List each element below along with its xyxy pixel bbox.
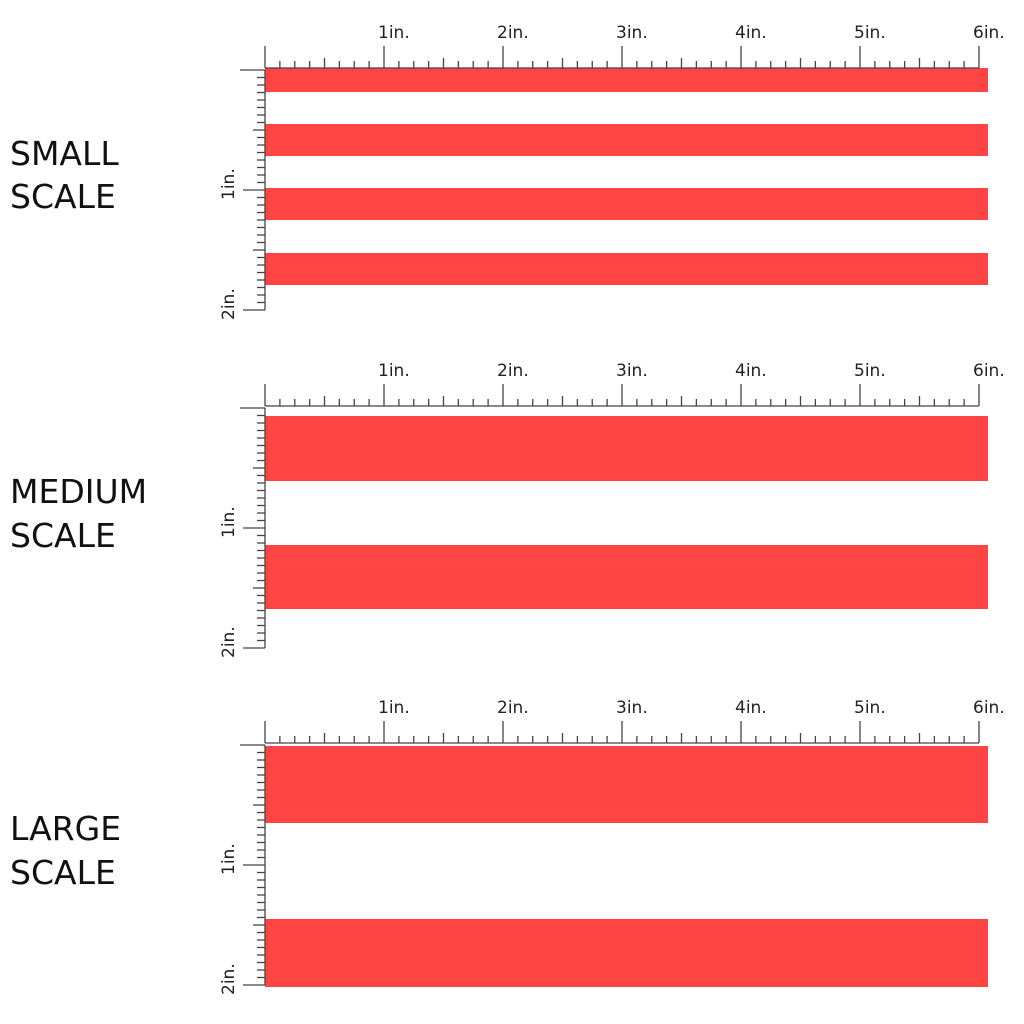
stripe — [265, 416, 988, 481]
stripe — [265, 124, 988, 156]
ruler-label: 3in. — [616, 23, 648, 43]
scale-label: SCALE — [10, 516, 116, 555]
ruler-label: 1in. — [219, 506, 239, 538]
scale-label: SCALE — [10, 177, 116, 216]
stripe — [265, 746, 988, 823]
ruler-label: 5in. — [854, 361, 886, 381]
ruler-label: 2in. — [497, 23, 529, 43]
ruler-label: 2in. — [219, 626, 239, 658]
stripe — [265, 68, 988, 92]
ruler-label: 1in. — [219, 843, 239, 875]
ruler-label: 3in. — [616, 698, 648, 718]
ruler-label: 5in. — [854, 23, 886, 43]
stripe — [265, 253, 988, 285]
ruler-label: 5in. — [854, 698, 886, 718]
ruler-label: 1in. — [378, 23, 410, 43]
ruler-label: 4in. — [735, 698, 767, 718]
ruler-label: 4in. — [735, 23, 767, 43]
stripe — [265, 545, 988, 609]
ruler-label: 6in. — [973, 361, 1005, 381]
ruler-label: 4in. — [735, 361, 767, 381]
ruler-label: 2in. — [219, 963, 239, 995]
scale-label: SMALL — [10, 134, 119, 173]
ruler-label: 3in. — [616, 361, 648, 381]
stripe — [265, 919, 988, 987]
ruler-label: 6in. — [973, 698, 1005, 718]
scale-label: LARGE — [10, 809, 121, 848]
ruler-label: 2in. — [219, 288, 239, 320]
ruler-label: 2in. — [497, 698, 529, 718]
ruler-label: 1in. — [219, 168, 239, 200]
ruler-label: 6in. — [973, 23, 1005, 43]
scale-label: SCALE — [10, 853, 116, 892]
scale-label: MEDIUM — [10, 472, 147, 511]
ruler-label: 1in. — [378, 698, 410, 718]
stripe — [265, 188, 988, 220]
ruler-label: 1in. — [378, 361, 410, 381]
ruler-label: 2in. — [497, 361, 529, 381]
